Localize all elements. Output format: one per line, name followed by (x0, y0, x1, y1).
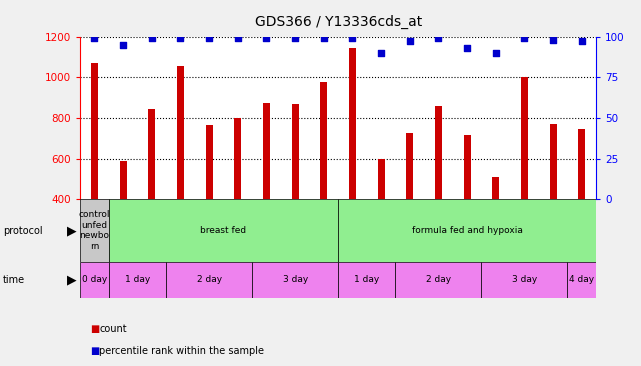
Text: ▶: ▶ (67, 224, 77, 237)
Text: GSM7604: GSM7604 (176, 199, 185, 240)
Text: GSM7614: GSM7614 (434, 199, 443, 240)
Text: GSM7605: GSM7605 (204, 199, 213, 240)
Text: ▶: ▶ (67, 273, 77, 287)
Bar (349, 48, 356, 199)
Text: ■: ■ (90, 346, 99, 356)
Bar (578, 129, 585, 199)
Point (290, 35, 300, 41)
Bar (481, 262, 567, 298)
Point (347, 35, 358, 41)
Bar (435, 106, 442, 199)
Point (147, 35, 157, 41)
Text: GSM7603: GSM7603 (147, 199, 156, 240)
Bar (338, 262, 395, 298)
Text: protocol: protocol (3, 225, 43, 236)
Bar (148, 109, 155, 199)
Text: GDS366 / Y13336cds_at: GDS366 / Y13336cds_at (254, 15, 422, 29)
Bar (91, 63, 98, 199)
Bar (263, 103, 270, 199)
Point (118, 42, 128, 48)
Bar (549, 124, 557, 199)
Text: 2 day: 2 day (197, 276, 222, 284)
Point (204, 35, 214, 41)
Text: GSM7602: GSM7602 (119, 199, 128, 240)
Text: 3 day: 3 day (512, 276, 537, 284)
Point (462, 45, 472, 51)
Text: GSM7611: GSM7611 (348, 199, 357, 240)
Text: 3 day: 3 day (283, 276, 308, 284)
Bar (338, 199, 596, 262)
Text: ■: ■ (90, 324, 99, 335)
Point (433, 35, 444, 41)
Point (404, 38, 415, 44)
Text: 1 day: 1 day (125, 276, 150, 284)
Point (376, 50, 387, 56)
Bar (492, 177, 499, 199)
Bar (378, 159, 385, 199)
Point (490, 50, 501, 56)
Point (262, 35, 272, 41)
Text: GSM7618: GSM7618 (549, 199, 558, 240)
Text: GSM7617: GSM7617 (520, 199, 529, 240)
Point (233, 35, 243, 41)
Bar (119, 161, 127, 199)
Bar (395, 262, 481, 298)
Text: time: time (3, 275, 26, 285)
Bar (567, 262, 596, 298)
Point (89, 35, 99, 41)
Text: 0 day: 0 day (82, 276, 107, 284)
Text: 4 day: 4 day (569, 276, 594, 284)
Text: control
unfed
newbo
rn: control unfed newbo rn (79, 210, 110, 251)
Bar (80, 262, 109, 298)
Bar (206, 125, 213, 199)
Point (319, 35, 329, 41)
Text: GSM7606: GSM7606 (233, 199, 242, 240)
Text: count: count (99, 324, 127, 335)
Bar (80, 199, 109, 262)
Point (577, 38, 587, 44)
Text: GSM7607: GSM7607 (262, 199, 271, 240)
Point (519, 35, 529, 41)
Text: GSM7619: GSM7619 (578, 199, 587, 240)
Text: GSM7608: GSM7608 (290, 199, 299, 240)
Bar (406, 133, 413, 199)
Text: percentile rank within the sample: percentile rank within the sample (99, 346, 264, 356)
Text: breast fed: breast fed (201, 226, 247, 235)
Point (548, 37, 558, 43)
Text: 1 day: 1 day (354, 276, 379, 284)
Text: GSM7615: GSM7615 (463, 199, 472, 240)
Text: formula fed and hypoxia: formula fed and hypoxia (412, 226, 522, 235)
Text: GSM7609: GSM7609 (90, 199, 99, 240)
Bar (109, 262, 166, 298)
Text: GSM7612: GSM7612 (377, 199, 386, 240)
Bar (463, 135, 470, 199)
Point (176, 35, 186, 41)
Bar (177, 66, 184, 199)
Bar (109, 199, 338, 262)
Text: 2 day: 2 day (426, 276, 451, 284)
Bar (292, 104, 299, 199)
Text: GSM7613: GSM7613 (405, 199, 414, 240)
Bar (234, 118, 242, 199)
Bar (320, 82, 328, 199)
Bar (521, 77, 528, 199)
Text: GSM7610: GSM7610 (319, 199, 328, 240)
Bar (252, 262, 338, 298)
Bar (166, 262, 252, 298)
Text: GSM7616: GSM7616 (491, 199, 500, 240)
